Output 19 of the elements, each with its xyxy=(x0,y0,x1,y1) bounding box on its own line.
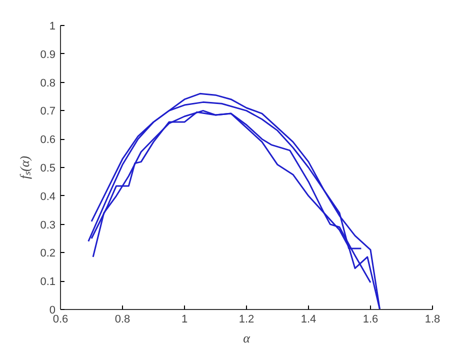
y-tick-label: 0.9 xyxy=(40,48,56,61)
x-tick-label: 0.8 xyxy=(114,314,130,326)
y-tick-label: 0.8 xyxy=(40,77,56,90)
x-tick-label: 1.2 xyxy=(238,314,254,326)
x-tick-label: 1.8 xyxy=(424,314,440,326)
y-tick-label: 0.2 xyxy=(40,248,56,260)
y-tick-label: 1 xyxy=(49,20,56,32)
y-tick-label: 0.5 xyxy=(40,162,56,174)
x-tick-label: 1 xyxy=(181,314,188,326)
y-tick-label: 0.7 xyxy=(40,106,56,118)
x-tick-label: 1.4 xyxy=(300,314,316,326)
x-axis-title: α xyxy=(243,330,252,346)
y-tick-label: 0.4 xyxy=(40,190,56,203)
y-tick-label: 0.1 xyxy=(40,276,56,288)
y-axis-title: fₛ(α) xyxy=(17,156,32,180)
y-tick-label: 0.6 xyxy=(40,134,56,146)
y-tick-label: 0.3 xyxy=(40,219,56,232)
y-tick-label: 0 xyxy=(49,304,56,316)
x-tick-label: 1.6 xyxy=(362,314,378,326)
